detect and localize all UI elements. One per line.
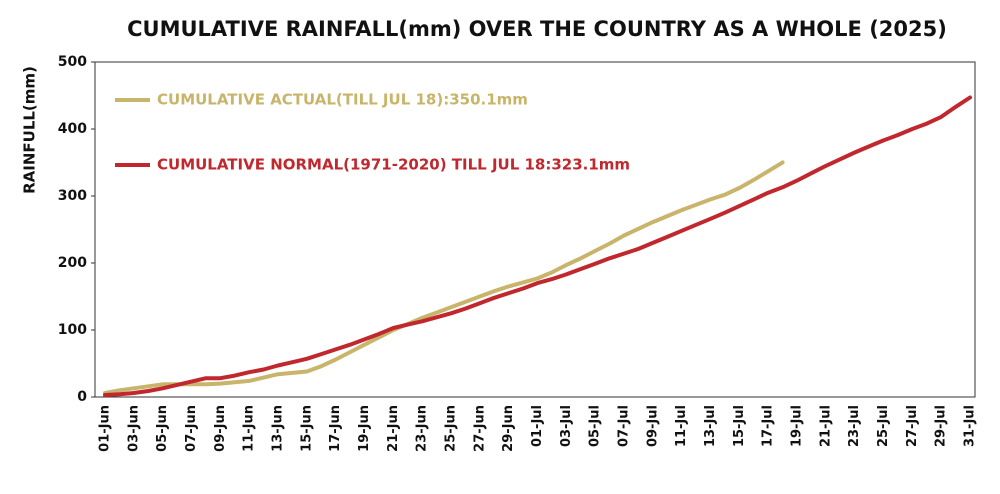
y-tick-label: 400 <box>58 121 87 137</box>
y-tick-label: 100 <box>58 322 87 338</box>
x-tick-label: 25-Jun <box>444 405 459 452</box>
x-tick-label: 29-Jul <box>934 405 949 447</box>
x-tick-label: 17-Jul <box>761 405 776 447</box>
plot-frame <box>94 61 976 398</box>
y-tick-label: 200 <box>58 255 87 271</box>
y-tick-label: 300 <box>58 188 87 204</box>
x-tick-label: 21-Jul <box>818 405 833 447</box>
legend-label: CUMULATIVE ACTUAL(TILL JUL 18):350.1mm <box>157 91 528 109</box>
x-tick-label: 01-Jun <box>98 405 113 452</box>
x-tick-label: 13-Jun <box>271 405 286 452</box>
x-tick-label: 09-Jun <box>213 405 228 452</box>
x-tick-label: 07-Jul <box>617 405 632 447</box>
x-tick-label: 09-Jul <box>645 405 660 447</box>
x-tick-label: 27-Jun <box>472 405 487 452</box>
x-tick-label: 29-Jun <box>501 405 516 452</box>
y-axis-label: RAINFULL(mm) <box>21 66 39 194</box>
x-tick-label: 05-Jun <box>155 405 170 452</box>
data-line <box>103 95 972 397</box>
x-tick-label: 19-Jun <box>357 405 372 452</box>
x-tick-label: 17-Jun <box>328 405 343 452</box>
x-tick-label: 27-Jul <box>905 405 920 447</box>
x-tick-label: 23-Jul <box>847 405 862 447</box>
x-tick-label: 21-Jun <box>386 405 401 452</box>
x-tick-label: 01-Jul <box>530 405 545 447</box>
y-tick-label: 0 <box>77 389 87 405</box>
x-tick-label: 15-Jun <box>299 405 314 452</box>
x-tick-label: 11-Jul <box>674 405 689 447</box>
x-tick-label: 07-Jun <box>184 405 199 452</box>
legend-label: CUMULATIVE NORMAL(1971-2020) TILL JUL 18… <box>157 156 630 174</box>
x-tick-label: 15-Jul <box>732 405 747 447</box>
x-tick-label: 19-Jul <box>790 405 805 447</box>
x-tick-label: 03-Jun <box>126 405 141 452</box>
x-tick-label: 31-Jul <box>963 405 978 447</box>
x-tick-label: 05-Jul <box>588 405 603 447</box>
data-line <box>103 160 785 395</box>
y-tick-label: 500 <box>58 54 87 70</box>
x-tick-label: 25-Jul <box>876 405 891 447</box>
x-tick-label: 03-Jul <box>559 405 574 447</box>
x-tick-label: 13-Jul <box>703 405 718 447</box>
chart-title: CUMULATIVE RAINFALL(mm) OVER THE COUNTRY… <box>127 17 947 41</box>
x-tick-label: 11-Jun <box>242 405 257 452</box>
x-tick-label: 23-Jun <box>415 405 430 452</box>
